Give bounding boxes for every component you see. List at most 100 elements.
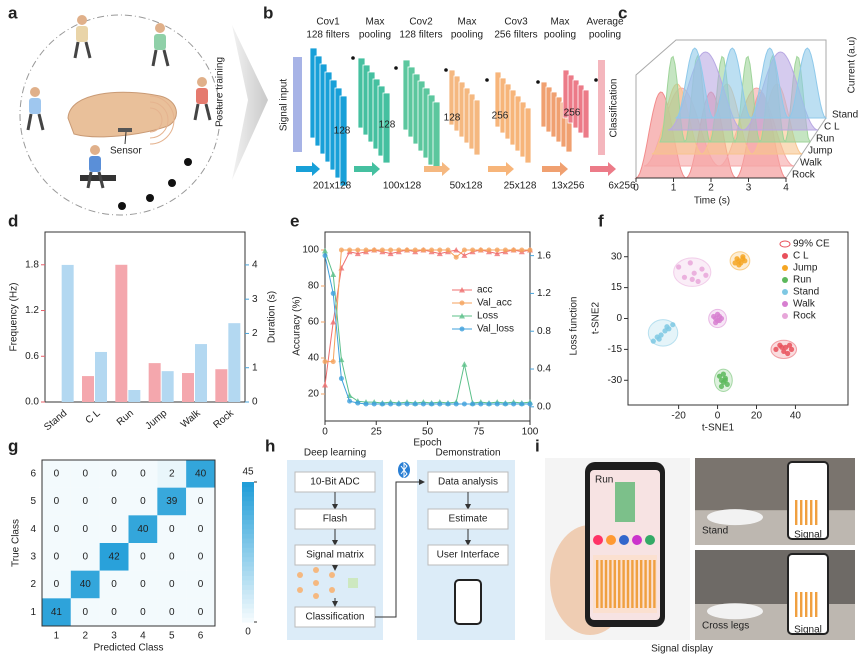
series-label: Stand [832, 110, 858, 121]
colorbar-step [242, 528, 254, 534]
step-label: 10-Bit ADC [310, 477, 359, 488]
layer-detail: pooling [359, 30, 391, 41]
signal-wave [149, 101, 169, 139]
y2-tick-label: 1.6 [537, 250, 551, 261]
data-link [375, 479, 425, 618]
colorbar-step [242, 575, 254, 581]
signal-input: Signal input [279, 79, 290, 131]
data-point [494, 250, 501, 257]
cell-label: 40 [80, 579, 92, 590]
x-axis-label: Predicted Class [93, 643, 163, 654]
cell-label: 0 [111, 496, 117, 507]
data-point [740, 254, 746, 260]
legend-marker [459, 287, 465, 293]
legend-label: Walk [793, 299, 816, 310]
bar [128, 390, 141, 402]
colorbar-step [242, 556, 254, 562]
x-tick-label: C L [84, 408, 103, 427]
panel-label: b [263, 3, 273, 22]
legend-label: Rock [793, 311, 817, 322]
x-tick-label: 0 [633, 183, 639, 194]
colorbar-step [242, 589, 254, 595]
legend-label: 99% CE [793, 239, 830, 250]
data-point [355, 247, 361, 253]
x-tick-label: Jump [143, 408, 169, 432]
y2-tick-label: 1.2 [537, 288, 551, 299]
layer-detail: pooling [451, 30, 483, 41]
data-point [502, 401, 508, 407]
x-tick-label: 4 [140, 631, 146, 642]
data-point [420, 401, 426, 407]
cell-label: 0 [198, 579, 204, 590]
step-label: User Interface [437, 550, 500, 561]
layer-name: Cov2 [409, 17, 433, 28]
colorbar-step [242, 486, 254, 492]
cell-label: 0 [82, 496, 88, 507]
layer-name: Max [458, 17, 477, 28]
data-point [420, 247, 426, 253]
phone-label: Run [595, 475, 613, 486]
data-point [461, 247, 467, 253]
signal-pulse [631, 560, 634, 608]
heat-cell [70, 570, 100, 599]
photo-label: Cross legs [702, 621, 749, 632]
signal-pulse [596, 560, 599, 608]
person-legs [86, 171, 105, 189]
layer-detail: 128 filters [306, 30, 349, 41]
colorbar-step [242, 580, 254, 586]
colorbar-step [242, 608, 254, 614]
data-point [330, 359, 336, 365]
y2-tick-label: 4 [252, 260, 258, 271]
person-head [30, 87, 40, 97]
y-tick-label: -15 [608, 344, 623, 355]
x-tick-label: 3 [746, 183, 752, 194]
size-label: 50x128 [450, 181, 483, 192]
legend-label: Run [793, 275, 811, 286]
data-point [716, 373, 723, 379]
data-point [494, 401, 500, 407]
colorbar-label: 0 [245, 627, 251, 638]
size-label: 13x256 [552, 181, 585, 192]
bar [215, 369, 228, 402]
cell-label: 0 [82, 468, 88, 479]
data-point [322, 253, 328, 259]
photo-label: Stand [702, 526, 728, 537]
series-label: Walk [800, 158, 823, 169]
data-point [429, 247, 435, 253]
data-point [322, 382, 328, 388]
cell-label: 39 [166, 496, 178, 507]
cell-label: 0 [140, 607, 146, 618]
caption: Signal display [651, 644, 713, 655]
layer-name: Max [551, 17, 570, 28]
y-axis-label: Current (a.u) [847, 37, 858, 94]
heat-cell [128, 598, 158, 626]
x-axis-label: t-SNE1 [702, 423, 735, 434]
depth-label: 128 [444, 113, 461, 124]
person-body [154, 34, 166, 50]
data-point [716, 313, 723, 320]
cell-label: 0 [111, 524, 117, 535]
data-point [461, 252, 468, 258]
cell-label: 0 [198, 607, 204, 618]
colorbar-step [242, 584, 254, 590]
legend-label: Jump [793, 263, 818, 274]
data-point [404, 401, 410, 407]
signal-pulse [810, 500, 813, 525]
data-point [470, 401, 476, 407]
colorbar-step [242, 524, 254, 530]
colorbar-step [242, 538, 254, 544]
data-point [695, 278, 701, 285]
person-head [155, 23, 165, 33]
data-point [437, 401, 443, 407]
nn-node [329, 587, 335, 593]
x-tick-label: 3 [111, 631, 117, 642]
classification-bar [598, 60, 605, 155]
data-point [453, 401, 459, 407]
sensor-chip [118, 128, 132, 132]
chair [80, 175, 116, 181]
legend-ellipse [779, 240, 791, 248]
panel-label: a [8, 3, 18, 22]
data-point [338, 265, 345, 271]
cell-label: 0 [140, 496, 146, 507]
panel-label: h [265, 436, 275, 455]
